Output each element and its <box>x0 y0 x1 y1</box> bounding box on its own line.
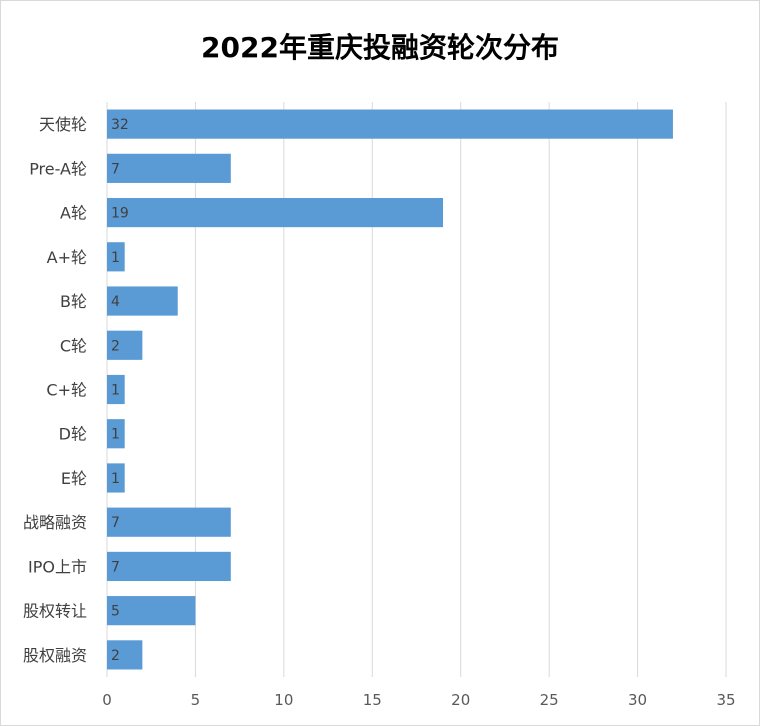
data-label: 1 <box>111 427 120 443</box>
bar-11 <box>107 596 196 626</box>
chart-title: 2022年重庆投融资轮次分布 <box>201 31 559 64</box>
x-tick-label: 25 <box>540 691 559 709</box>
x-tick-label: 0 <box>102 691 112 709</box>
category-label: Pre-A轮 <box>29 159 87 178</box>
data-label: 2 <box>111 338 120 354</box>
bar-12 <box>107 640 143 670</box>
category-label: 战略融资 <box>23 513 87 532</box>
data-label: 5 <box>111 604 120 620</box>
category-label: C+轮 <box>46 381 87 400</box>
category-label: D轮 <box>59 425 87 444</box>
data-label: 1 <box>111 250 120 266</box>
data-label: 1 <box>111 383 120 399</box>
x-tick-label: 15 <box>363 691 382 709</box>
category-label: C轮 <box>60 336 87 355</box>
bar-0 <box>107 109 673 139</box>
x-tick-label: 20 <box>451 691 470 709</box>
data-label: 32 <box>111 117 129 133</box>
category-label: A+轮 <box>47 248 87 267</box>
category-label: A轮 <box>60 204 87 223</box>
bar-10 <box>107 551 231 582</box>
x-tick-label: 30 <box>628 691 647 709</box>
x-tick-labels: 0 5 10 15 20 25 30 35 <box>102 691 735 709</box>
bar-3 <box>107 242 125 272</box>
bar-6 <box>107 374 125 405</box>
bar-4 <box>107 286 178 316</box>
category-label: 股权融资 <box>23 646 87 665</box>
category-label: IPO上市 <box>28 557 87 576</box>
data-label: 7 <box>111 515 120 531</box>
category-label: E轮 <box>61 469 87 488</box>
data-label: 19 <box>111 206 129 222</box>
data-label: 4 <box>111 294 120 310</box>
bar-9 <box>107 507 231 537</box>
category-label: B轮 <box>60 292 87 311</box>
data-label: 1 <box>111 471 120 487</box>
x-tick-label: 35 <box>716 691 735 709</box>
bar-8 <box>107 463 125 493</box>
x-tick-label: 10 <box>274 691 293 709</box>
bar-5 <box>107 330 143 360</box>
category-label: 股权转让 <box>23 602 87 621</box>
x-tick-label: 5 <box>191 691 201 709</box>
data-label: 2 <box>111 648 120 664</box>
gridlines <box>106 102 727 677</box>
bars: 32 7 19 1 4 2 1 1 1 7 7 5 2 <box>107 109 673 670</box>
bar-7 <box>107 419 125 449</box>
bar-2 <box>107 197 444 228</box>
data-label: 7 <box>111 559 120 575</box>
bar-1 <box>107 153 231 183</box>
category-label: 天使轮 <box>39 115 87 134</box>
data-label: 7 <box>111 161 120 177</box>
